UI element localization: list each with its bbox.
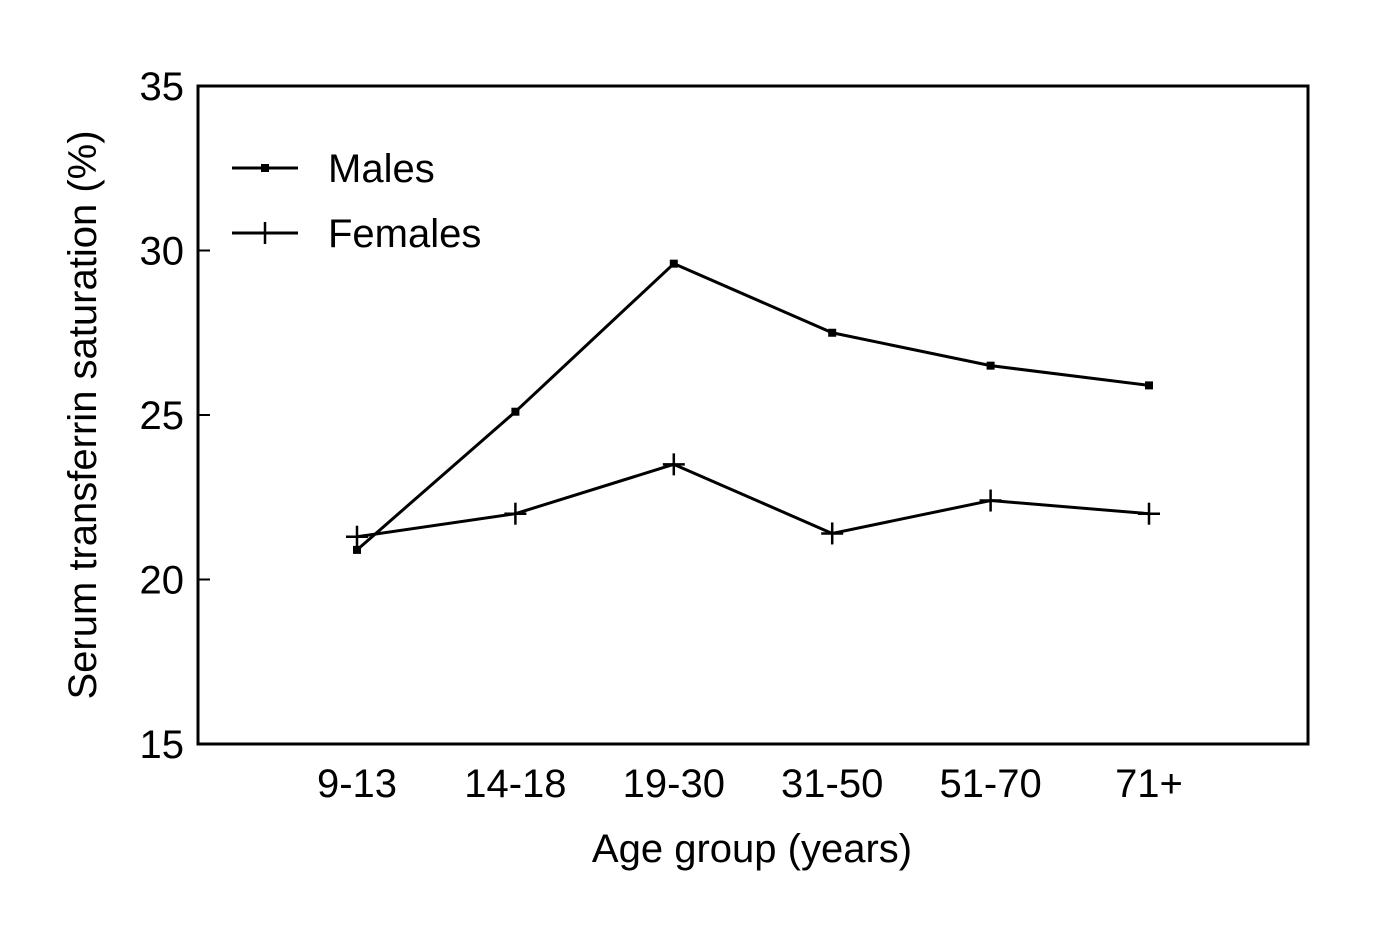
legend: Males Females: [232, 147, 481, 256]
y-axis-title: Serum transferrin saturation (%): [61, 130, 105, 699]
legend-item: Males: [232, 147, 435, 191]
y-tick-label: 25: [140, 394, 185, 438]
x-tick-label: 19-30: [623, 762, 725, 806]
data-point: [511, 407, 520, 416]
legend-item: Females: [232, 212, 481, 256]
legend-label: Females: [328, 212, 481, 256]
legend-label: Males: [328, 147, 435, 191]
series-females: [346, 453, 1160, 548]
data-point: [254, 222, 276, 244]
y-tick-label: 35: [140, 65, 185, 109]
data-point: [1138, 502, 1160, 525]
data-point: [1145, 381, 1153, 390]
series-layer: [346, 259, 1160, 554]
data-point: [504, 502, 527, 525]
y-axis: 15 20 25 30 35: [140, 65, 210, 767]
data-point: [353, 545, 361, 554]
x-axis: 9-13 14-18 19-30 31-50 51-70 71+: [317, 762, 1183, 806]
data-point: [346, 525, 368, 548]
series-line: [356, 262, 1150, 552]
x-tick-label: 51-70: [939, 762, 1041, 806]
data-point: [669, 259, 678, 268]
data-point: [986, 361, 995, 370]
x-tick-label: 9-13: [317, 762, 397, 806]
x-tick-label: 14-18: [464, 762, 566, 806]
data-point: [979, 489, 1002, 512]
series-line: [356, 462, 1150, 539]
x-tick-label: 71+: [1115, 762, 1183, 806]
data-point: [662, 453, 685, 476]
series-males: [353, 259, 1153, 554]
x-tick-label: 31-50: [781, 762, 883, 806]
y-tick-label: 15: [140, 723, 185, 767]
y-tick-label: 30: [140, 230, 185, 274]
x-axis-title: Age group (years): [592, 827, 912, 871]
data-point: [261, 164, 269, 172]
data-point: [828, 328, 837, 337]
y-tick-label: 20: [140, 559, 185, 603]
data-point: [821, 522, 844, 545]
